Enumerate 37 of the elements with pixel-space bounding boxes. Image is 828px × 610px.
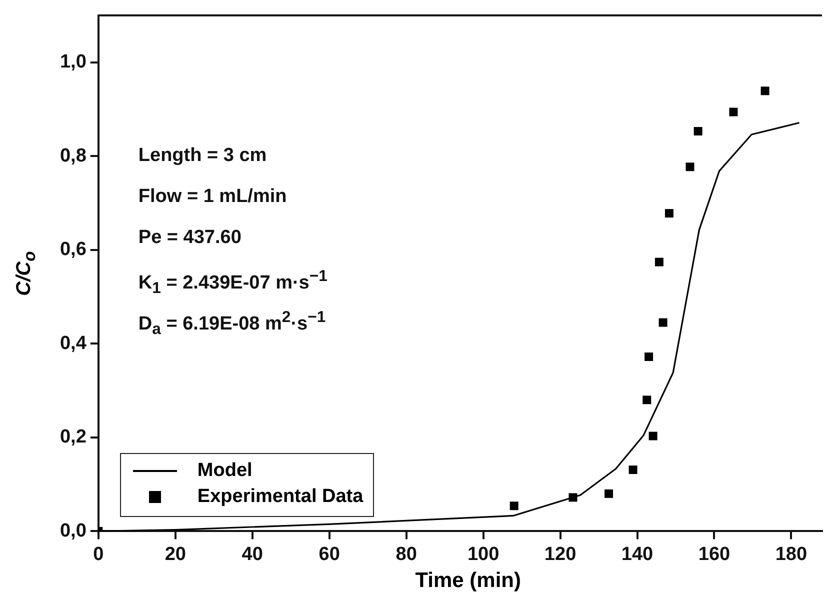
point (686, 162, 694, 172)
x-tick-label: 100 (467, 544, 500, 565)
point (729, 108, 738, 116)
legend-label: Experimental Data (197, 486, 364, 508)
x-tick-label: 160 (698, 544, 730, 565)
x-axis-title: Time (min) (415, 569, 521, 594)
legend-label: Model (197, 460, 252, 482)
point (644, 352, 654, 362)
annotation: Length = 3 cm (138, 145, 267, 168)
point (628, 466, 638, 474)
y-tick-label: 0,0 (60, 520, 86, 542)
y-tick-label: 0,4 (60, 332, 87, 354)
x-tick-label: 20 (164, 544, 186, 565)
y-tick-label: 0,8 (60, 145, 86, 166)
x-tick-label: 180 (775, 544, 808, 565)
x-tick-label: 0 (93, 544, 104, 565)
point (642, 396, 652, 404)
y-tick-label: 0,2 (60, 426, 86, 448)
x-tick-label: 40 (242, 544, 263, 565)
y-tick-label: 1,0 (60, 52, 86, 73)
point (648, 432, 658, 440)
point (658, 318, 668, 327)
x-tick-label: 80 (396, 544, 417, 565)
point (664, 209, 674, 218)
y-tick-label: 0,6 (60, 239, 86, 260)
point (694, 126, 702, 136)
annotation: Flow = 1 mL/min (138, 186, 287, 208)
point (654, 258, 664, 266)
x-tick-label: 120 (544, 544, 576, 565)
point (760, 86, 770, 96)
point (510, 502, 518, 510)
annotation: D$_{a}$ = 6.19E-08 m$^{2}$·s$^{−1}$ (138, 309, 326, 340)
x-tick-label: 140 (621, 544, 654, 565)
annotation: Pe = 437.60 (138, 227, 242, 250)
x-tick-label: 60 (318, 544, 340, 565)
point (604, 489, 614, 498)
annotation: K$_{1}$ = 2.439E-07 m·s$^{−1}$ (138, 268, 328, 299)
